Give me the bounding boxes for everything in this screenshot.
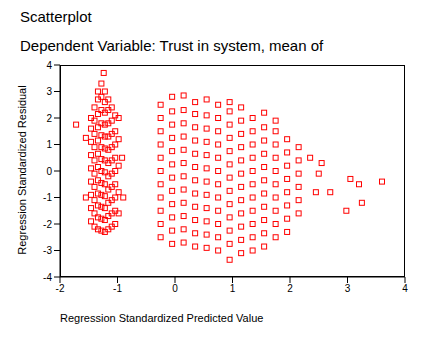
- svg-text:-1: -1: [43, 192, 52, 203]
- html-text:Scatterplot: Scatterplot: [20, 8, 92, 25]
- svg-text:-2: -2: [56, 283, 65, 294]
- html-text:Regression Standardized Predic: Regression Standardized Predicted Value: [60, 312, 264, 324]
- svg-text:4: 4: [46, 60, 52, 71]
- svg-text:1: 1: [230, 283, 236, 294]
- html-text:Dependent Variable: Trust in s: Dependent Variable: Trust in system, mea…: [20, 37, 324, 54]
- svg-text:4: 4: [402, 283, 408, 294]
- html-text:Regression Standardized Residu: Regression Standardized Residual: [16, 85, 28, 255]
- svg-text:-4: -4: [43, 272, 52, 283]
- svg-text:3: 3: [46, 86, 52, 97]
- svg-text:1: 1: [46, 139, 52, 150]
- svg-text:3: 3: [345, 283, 351, 294]
- svg-text:2: 2: [287, 283, 293, 294]
- svg-text:0: 0: [172, 283, 178, 294]
- svg-text:2: 2: [46, 113, 52, 124]
- svg-text:-1: -1: [113, 283, 122, 294]
- svg-text:-2: -2: [43, 219, 52, 230]
- svg-text:0: 0: [46, 166, 52, 177]
- svg-text:-3: -3: [43, 245, 52, 256]
